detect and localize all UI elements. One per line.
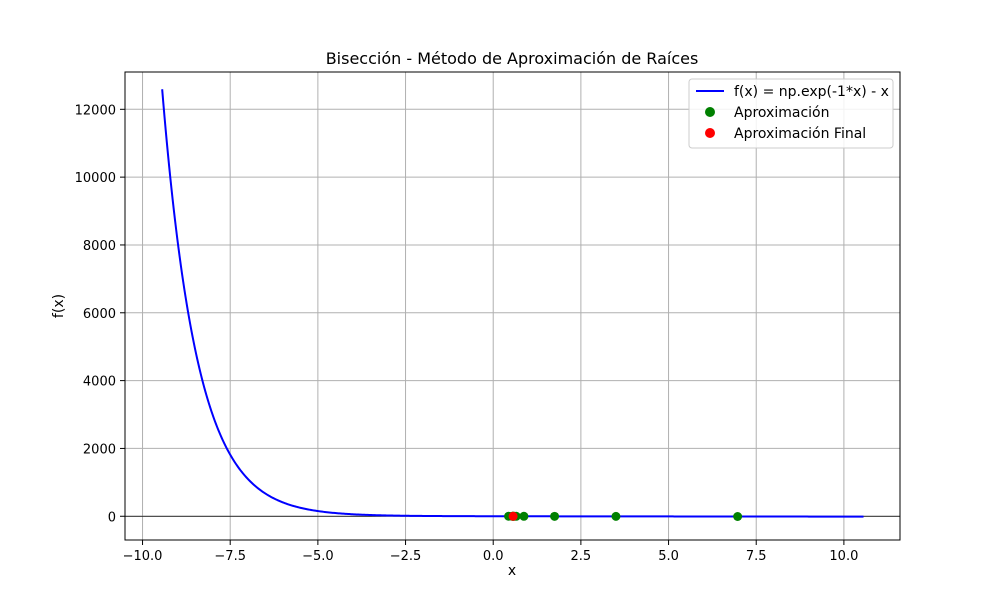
legend-label-final-approximation: Aproximación Final — [734, 126, 866, 142]
y-tick-label: 4000 — [83, 375, 116, 390]
x-tick-label: −10.0 — [123, 549, 163, 564]
legend: f(x) = np.exp(-1*x) - x Aproximación Apr… — [688, 78, 894, 149]
y-tick-label: 10000 — [75, 171, 116, 186]
y-axis-label: f(x) — [51, 294, 67, 318]
x-tick-label: 5.0 — [658, 549, 679, 564]
x-tick-label: −7.5 — [214, 549, 246, 564]
legend-swatch-approximation — [705, 107, 715, 117]
plot-frame — [124, 71, 901, 541]
y-tick-label: 12000 — [75, 103, 116, 118]
y-tick-label: 8000 — [83, 239, 116, 254]
x-tick-label: 2.5 — [571, 549, 592, 564]
legend-box — [688, 78, 894, 149]
series-layer — [161, 89, 864, 521]
approximation-point — [611, 511, 621, 521]
x-axis-label: x — [508, 563, 516, 579]
x-tick-label: 0.0 — [483, 549, 504, 564]
legend-label-function: f(x) = np.exp(-1*x) - x — [734, 84, 889, 100]
approximation-point — [550, 511, 560, 521]
y-axis: 0 2000 4000 6000 8000 10000 12000 — [75, 103, 125, 525]
x-tick-label: −5.0 — [302, 549, 334, 564]
y-tick-label: 2000 — [83, 442, 116, 457]
y-tick-label: 6000 — [83, 307, 116, 322]
x-tick-label: −2.5 — [390, 549, 422, 564]
y-tick-label: 0 — [108, 510, 116, 525]
final-approximation-point — [508, 511, 518, 521]
approximation-point — [519, 511, 529, 521]
x-axis: −10.0 −7.5 −5.0 −2.5 0.0 2.5 5.0 7.5 10.0 — [123, 540, 858, 564]
x-tick-label: 10.0 — [829, 549, 858, 564]
legend-swatch-final-approximation — [705, 128, 715, 138]
x-tick-label: 7.5 — [746, 549, 767, 564]
approximation-point — [733, 511, 743, 521]
legend-label-approximation: Aproximación — [734, 105, 829, 121]
chart-title: Bisección - Método de Aproximación de Ra… — [326, 49, 699, 68]
